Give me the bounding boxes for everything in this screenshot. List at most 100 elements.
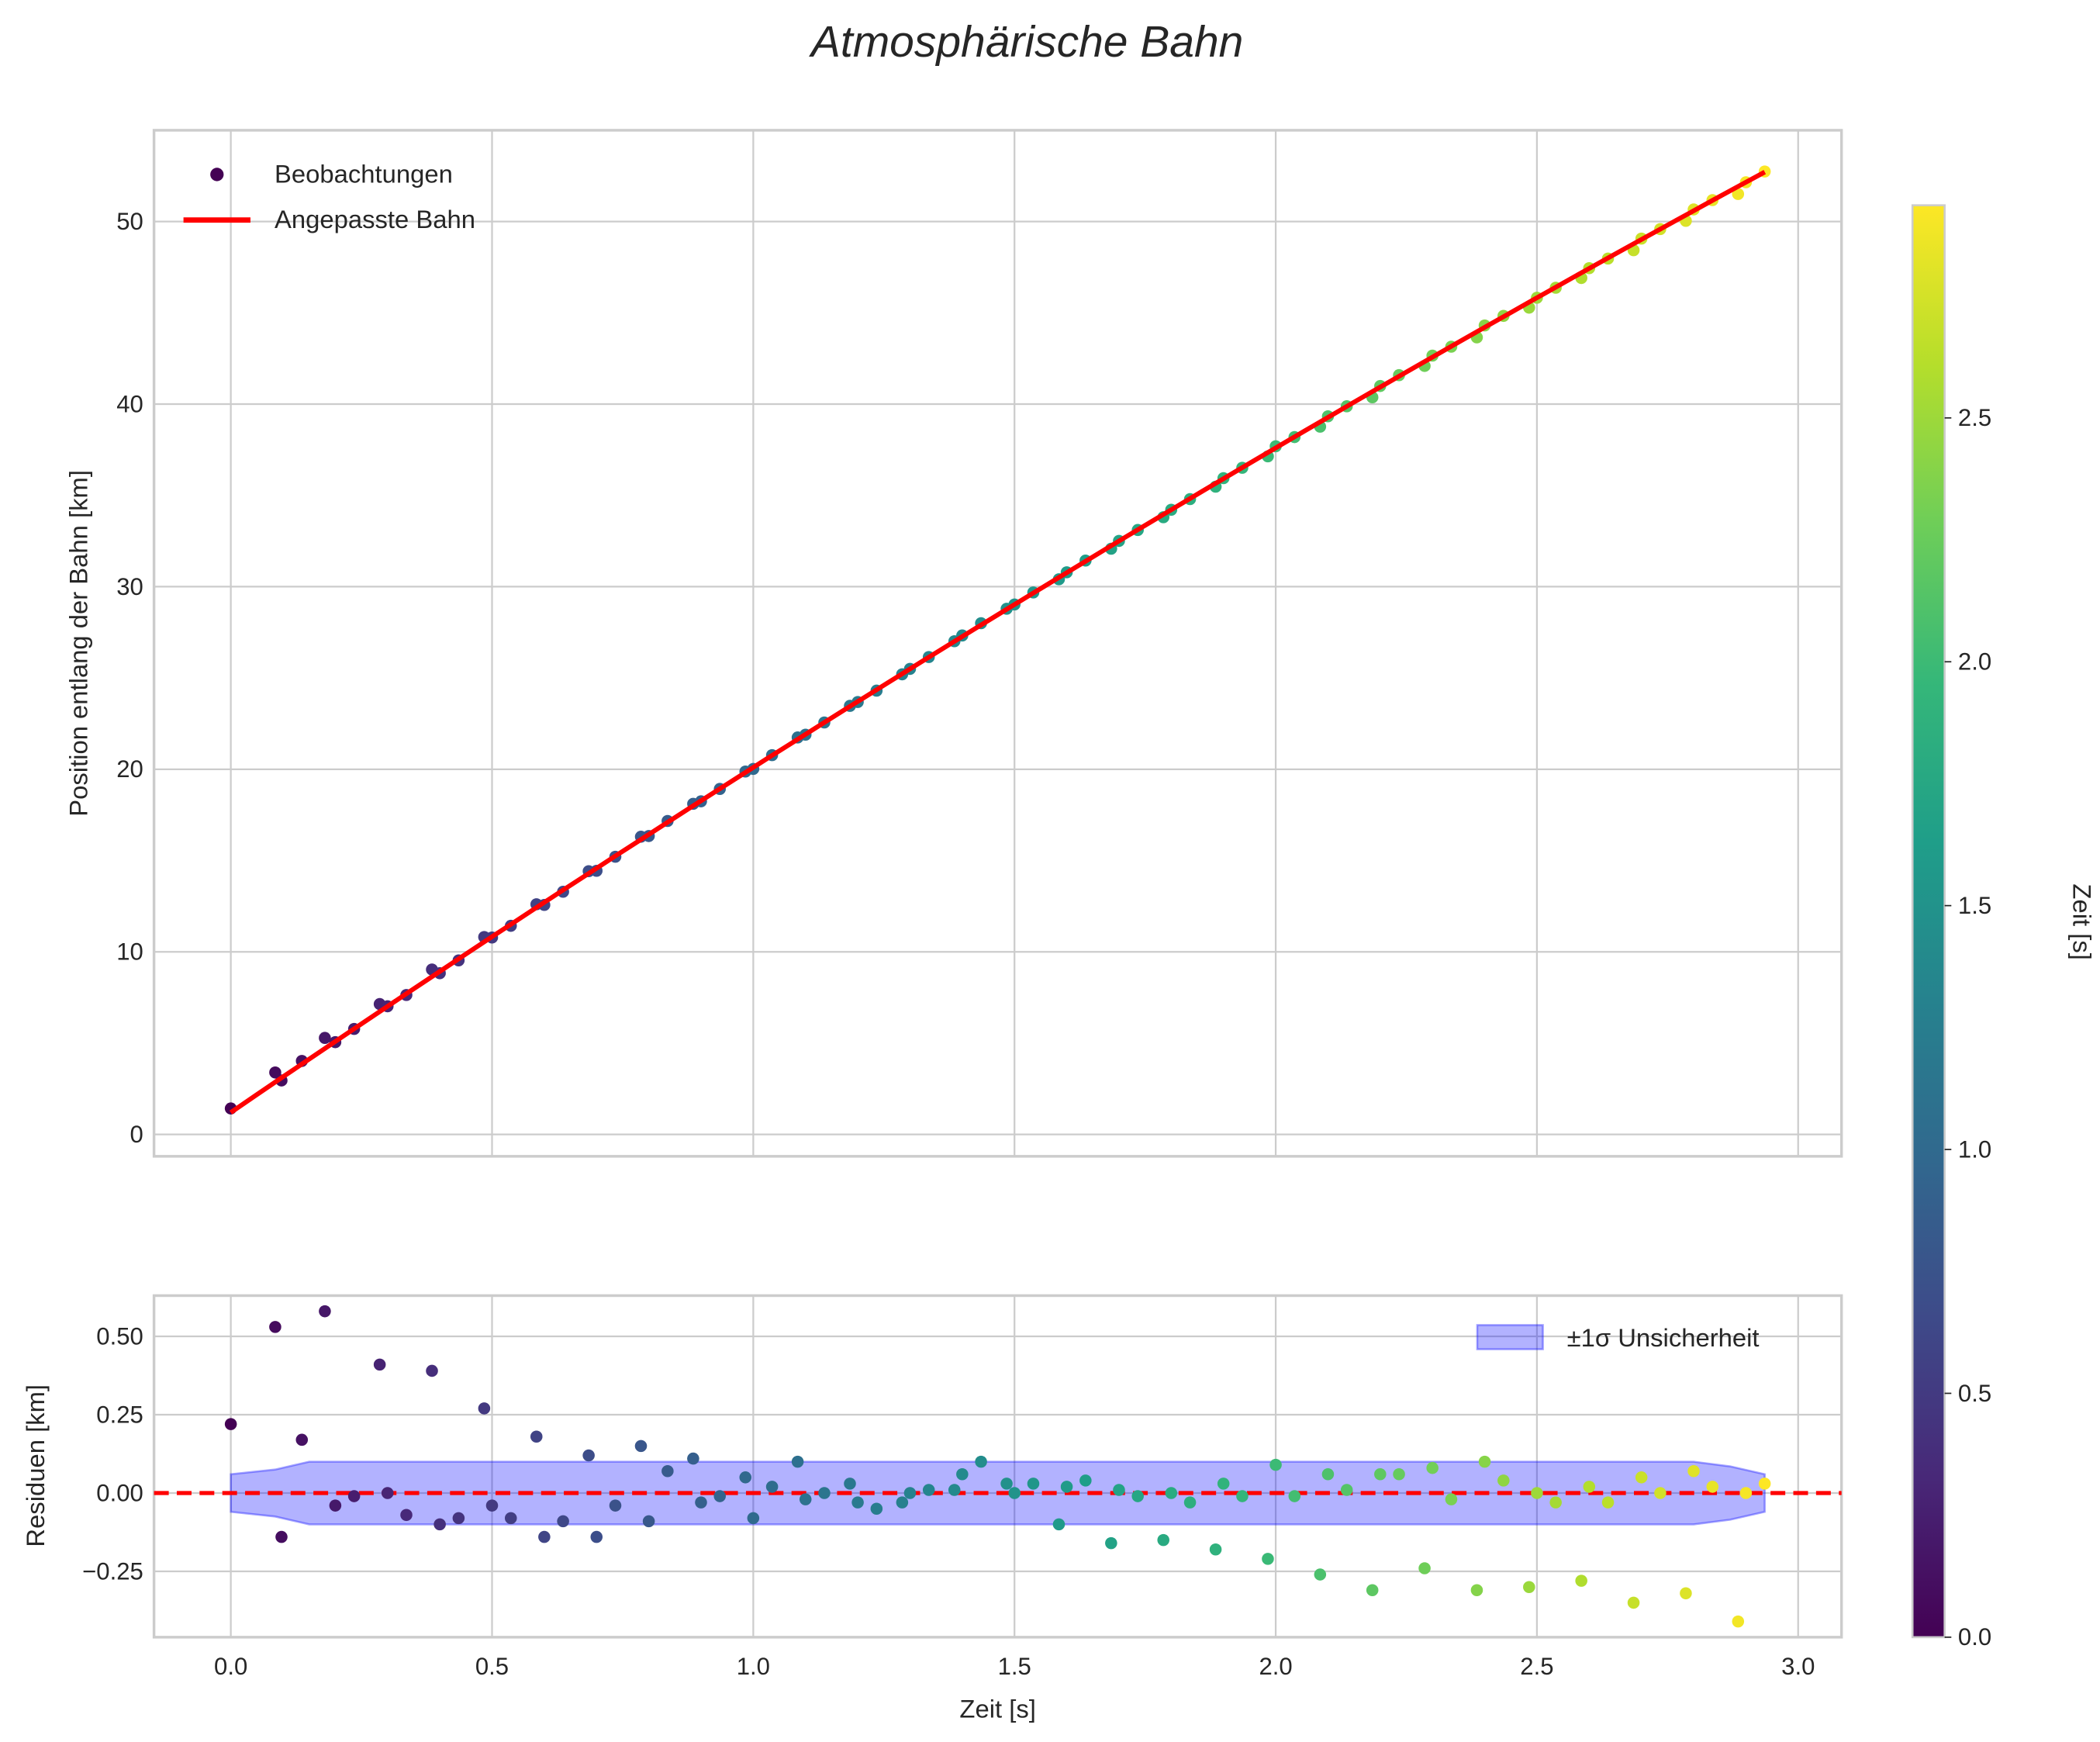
residual-point	[609, 1499, 622, 1512]
residual-point	[1262, 1553, 1274, 1565]
bottom-y-axis-label: Residuen [km]	[21, 1384, 50, 1547]
residual-point	[948, 1484, 961, 1496]
residual-point	[1113, 1484, 1125, 1496]
top-panel: 0 10 20 30 40 50	[116, 129, 1843, 1158]
residual-point	[1470, 1584, 1483, 1597]
residual-panel: 0.0 0.5 1.0 1.5 2.0 2.5 3.0 0.50 0.25 0.00 −0.25	[82, 1294, 1843, 1680]
residual-point	[1288, 1490, 1301, 1502]
residual-point	[319, 1305, 331, 1318]
y-tick-label: 0	[130, 1121, 143, 1148]
residual-point	[1000, 1478, 1013, 1490]
residual-point	[642, 1515, 655, 1528]
residual-point	[851, 1496, 864, 1509]
residual-point	[956, 1467, 969, 1481]
residual-point	[1366, 1584, 1379, 1597]
residual-point	[1478, 1455, 1491, 1468]
residual-point	[1654, 1487, 1667, 1499]
residual-point	[224, 1418, 237, 1430]
chart-title: Atmosphärische Bahn	[809, 17, 1244, 67]
residual-point	[400, 1509, 413, 1522]
residual-point	[1680, 1587, 1692, 1600]
residual-point	[329, 1499, 342, 1512]
residual-point	[1027, 1478, 1040, 1490]
residual-point	[896, 1496, 909, 1509]
residual-point	[695, 1496, 707, 1509]
residual-point	[373, 1358, 386, 1371]
residual-point	[1531, 1487, 1543, 1499]
observation-point	[319, 1032, 331, 1044]
residual-point	[1060, 1481, 1073, 1493]
residual-point	[1601, 1496, 1615, 1509]
residual-point	[1393, 1467, 1405, 1481]
residual-point	[590, 1530, 603, 1543]
residual-point	[433, 1518, 446, 1531]
residual-point	[530, 1430, 543, 1443]
residual-point	[504, 1512, 517, 1525]
residual-point	[922, 1484, 935, 1496]
residual-point	[713, 1490, 727, 1502]
x-axis-label: Zeit [s]	[959, 1694, 1035, 1723]
residual-point	[1575, 1574, 1587, 1587]
observation-point	[1732, 188, 1745, 200]
residual-point	[634, 1440, 648, 1453]
legend-label-uncertainty: ±1σ Unsicherheit	[1567, 1323, 1760, 1352]
residual-point	[975, 1455, 987, 1468]
x-tick-label: 1.5	[998, 1653, 1031, 1680]
residual-point	[1635, 1471, 1648, 1484]
residual-point	[1445, 1493, 1458, 1505]
y-tick-label: 10	[116, 938, 143, 966]
residual-point	[1183, 1496, 1197, 1509]
residual-point	[1706, 1481, 1719, 1493]
bottom-axes-frame	[152, 1294, 1843, 1639]
residual-point	[1426, 1461, 1439, 1474]
x-tick-label: 0.5	[475, 1653, 509, 1680]
residual-point	[381, 1487, 394, 1499]
residual-point	[1687, 1464, 1700, 1478]
bottom-legend: ±1σ Unsicherheit	[1476, 1323, 1760, 1352]
top-y-axis-label: Position entlang der Bahn [km]	[64, 470, 92, 817]
residual-point	[1217, 1478, 1230, 1490]
residual-point	[903, 1487, 917, 1499]
colorbar-gradient	[1911, 204, 1946, 1639]
residual-point	[485, 1499, 499, 1512]
residual-point	[791, 1455, 804, 1468]
y-tick-label: 0.50	[96, 1322, 143, 1350]
legend-patch-uncertainty	[1476, 1324, 1544, 1350]
x-tick-label: 1.0	[737, 1653, 770, 1680]
residual-point	[1105, 1536, 1117, 1550]
y-tick-label: 0.00	[96, 1479, 143, 1506]
colorbar-tick-label: 0.5	[1958, 1380, 1991, 1407]
residual-point	[1008, 1487, 1021, 1499]
residual-point	[347, 1490, 361, 1502]
residual-point	[557, 1515, 569, 1528]
legend-marker-observations	[210, 168, 224, 181]
colorbar-tick-label: 2.0	[1958, 648, 1991, 676]
residual-point	[582, 1449, 595, 1462]
residual-point	[1739, 1487, 1753, 1499]
x-tick-label: 0.0	[214, 1653, 247, 1680]
residual-point	[1627, 1596, 1640, 1609]
residual-point	[844, 1478, 856, 1490]
x-tick-label: 2.5	[1520, 1653, 1553, 1680]
legend-label-fit: Angepasste Bahn	[275, 205, 475, 233]
residual-point	[870, 1502, 883, 1515]
fitted-trajectory-line	[229, 170, 1767, 1115]
residual-point	[269, 1321, 281, 1333]
residual-point	[538, 1530, 551, 1543]
residual-point	[1236, 1490, 1249, 1502]
residual-point	[1549, 1496, 1562, 1509]
residual-point	[1269, 1458, 1282, 1471]
colorbar-tick-label: 0.0	[1958, 1623, 1991, 1650]
y-tick-label: 0.25	[96, 1401, 143, 1428]
residual-point	[1732, 1615, 1745, 1628]
residual-point	[661, 1464, 674, 1478]
residual-point	[275, 1530, 288, 1543]
residual-point	[1131, 1490, 1144, 1502]
y-tick-label: 30	[116, 573, 143, 600]
legend-label-observations: Beobachtungen	[275, 159, 453, 188]
residual-point	[1079, 1474, 1092, 1487]
residual-point	[818, 1487, 831, 1499]
residual-point	[1165, 1487, 1178, 1499]
residual-point	[1314, 1568, 1327, 1581]
